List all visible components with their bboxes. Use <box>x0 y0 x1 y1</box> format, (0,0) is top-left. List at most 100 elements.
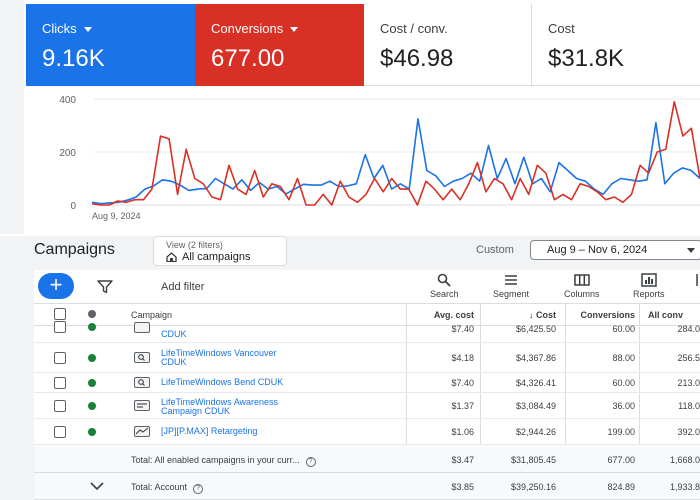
view-name: All campaigns <box>182 251 251 263</box>
metric-card-cost[interactable]: Cost $31.8K <box>532 4 700 86</box>
search-tool[interactable]: Search <box>430 273 459 299</box>
table-row[interactable]: LifeTimeWindows Awareness Campaign CDUK $… <box>34 393 700 419</box>
row-checkbox[interactable] <box>54 321 66 333</box>
download-icon <box>696 274 698 286</box>
metric-card-conversions[interactable]: Conversions 677.00 <box>195 4 364 86</box>
table-row[interactable]: LifeTimeWindows Bend CDUK $7.40 $4,326.4… <box>34 373 700 393</box>
campaign-name-link[interactable]: LifeTimeWindows Bend CDUK <box>161 377 284 387</box>
total-row-account: Total: Account? $3.85 $39,250.16 824.89 … <box>34 473 700 500</box>
row-checkbox[interactable] <box>54 352 66 364</box>
campaigns-table: Campaign Avg. cost ↓ Cost Conversions Al… <box>34 304 700 500</box>
performance-summary: Clicks 9.16K Conversions 677.00 Cost / c… <box>0 0 700 234</box>
metric-card-cost-per-conv[interactable]: Cost / conv. $46.98 <box>364 4 532 86</box>
cost-value: $4,367.86 <box>515 353 556 363</box>
campaign-name-link[interactable]: LifeTimeWindows Awareness Campaign CDUK <box>161 398 278 416</box>
x-start-label: Aug 9, 2024 <box>92 211 141 221</box>
help-icon[interactable]: ? <box>193 484 204 494</box>
display-campaign-icon <box>134 400 150 411</box>
campaign-name-line: Campaign CDUK <box>161 406 231 416</box>
column-header-avg-cost[interactable]: Avg. cost <box>433 310 474 320</box>
home-icon <box>166 252 177 262</box>
row-checkbox[interactable] <box>54 400 66 412</box>
add-campaign-button[interactable]: + <box>38 273 74 299</box>
cost-value: $2,944.26 <box>515 427 556 437</box>
row-checkbox[interactable] <box>54 377 66 389</box>
all-conv-value: 213.0 <box>677 378 700 388</box>
campaign-name-line: LifeTimeWindows Awareness <box>161 397 279 407</box>
total-label-text: Total: All enabled campaigns in your cur… <box>131 455 300 465</box>
more-tool[interactable] <box>694 273 700 289</box>
avg-cost-value: $7.40 <box>451 324 474 334</box>
add-filter-input[interactable]: Add filter <box>161 281 205 293</box>
conversions-value: 60.00 <box>612 324 635 334</box>
campaign-name-line: CDUK <box>161 357 187 367</box>
date-range-picker[interactable]: Aug 9 – Nov 6, 2024 <box>530 240 700 260</box>
campaign-name-link[interactable]: [JP][P.MAX] Retargeting <box>161 426 258 436</box>
metric-label: Cost <box>548 21 575 36</box>
conversions-value: 88.00 <box>612 353 635 363</box>
left-panel-edge <box>0 0 24 234</box>
conversions-total: 677.00 <box>607 455 635 465</box>
line-chart: 400 200 0 Aug 9, 2024 <box>59 95 700 221</box>
conversions-value: 199.00 <box>607 427 635 437</box>
cost-value: $4,326.41 <box>515 378 556 388</box>
columns-tool[interactable]: Columns <box>564 273 600 299</box>
conversions-value: 36.00 <box>612 401 635 411</box>
avg-cost-value: $4.18 <box>451 353 474 363</box>
status-enabled-icon <box>88 379 96 387</box>
expand-chevron-icon[interactable] <box>90 482 104 490</box>
select-all-checkbox[interactable] <box>54 308 66 320</box>
cost-value: $6,425.50 <box>515 324 556 334</box>
tool-label: Search <box>430 289 459 299</box>
avg-cost-total: $3.85 <box>451 482 474 492</box>
metric-cards: Clicks 9.16K Conversions 677.00 Cost / c… <box>26 4 700 86</box>
column-header-cost-label: Cost <box>536 310 556 320</box>
date-range-value: Aug 9 – Nov 6, 2024 <box>547 244 648 256</box>
cost-total: $39,250.16 <box>510 482 556 492</box>
column-header-all-conv[interactable]: All conv <box>648 310 684 320</box>
total-label: Total: All enabled campaigns in your cur… <box>131 455 316 467</box>
metric-card-clicks[interactable]: Clicks 9.16K <box>26 4 195 86</box>
segment-tool[interactable]: Segment <box>493 273 529 299</box>
segment-icon <box>505 275 518 285</box>
status-enabled-icon <box>88 428 96 436</box>
row-checkbox[interactable] <box>54 426 66 438</box>
search-campaign-icon <box>134 352 150 363</box>
y-tick-label: 400 <box>59 95 76 106</box>
table-row[interactable]: CDUK $7.40 $6,425.50 60.00 284.0 <box>34 321 700 343</box>
avg-cost-value: $1.06 <box>451 427 474 437</box>
status-header-icon[interactable] <box>88 310 96 318</box>
columns-icon <box>574 274 590 286</box>
all-conv-value: 118.0 <box>678 401 700 411</box>
all-conv-total: 1,668.0 <box>669 455 700 465</box>
table-row[interactable]: [JP][P.MAX] Retargeting $1.06 $2,944.26 … <box>34 419 700 445</box>
conversions-total: 824.89 <box>607 482 635 492</box>
help-icon[interactable]: ? <box>305 457 316 467</box>
campaign-name-link[interactable]: CDUK <box>161 329 187 339</box>
table-row[interactable]: LifeTimeWindows Vancouver CDUK $4.18 $4,3… <box>34 343 700 373</box>
reports-icon <box>641 273 657 287</box>
search-campaign-icon <box>134 377 150 388</box>
performance-chart: 400 200 0 Aug 9, 2024 <box>26 86 700 234</box>
clicks-series-line <box>91 118 700 205</box>
y-tick-label: 0 <box>70 201 76 212</box>
column-header-conversions[interactable]: Conversions <box>580 310 635 320</box>
search-campaign-icon <box>134 322 150 333</box>
campaign-name-link[interactable]: LifeTimeWindows Vancouver CDUK <box>161 349 277 367</box>
conversions-value: 60.00 <box>612 378 635 388</box>
view-selector[interactable]: View (2 filters) All campaigns <box>153 236 287 266</box>
column-header-campaign[interactable]: Campaign <box>131 310 173 320</box>
chevron-down-icon[interactable] <box>83 26 92 32</box>
campaign-name-line: LifeTimeWindows Vancouver <box>161 348 277 358</box>
y-tick-label: 200 <box>59 148 76 159</box>
filter-icon[interactable] <box>97 280 113 294</box>
reports-tool[interactable]: Reports <box>633 273 665 299</box>
status-enabled-icon <box>88 323 96 331</box>
metric-value: $46.98 <box>380 45 454 72</box>
table-header: Campaign Avg. cost ↓ Cost Conversions Al… <box>34 304 700 326</box>
chevron-down-icon[interactable] <box>290 26 299 32</box>
column-header-cost[interactable]: ↓ Cost <box>486 310 556 320</box>
tool-label: Columns <box>564 289 600 299</box>
status-enabled-icon <box>88 402 96 410</box>
all-conv-value: 284.0 <box>677 324 700 334</box>
